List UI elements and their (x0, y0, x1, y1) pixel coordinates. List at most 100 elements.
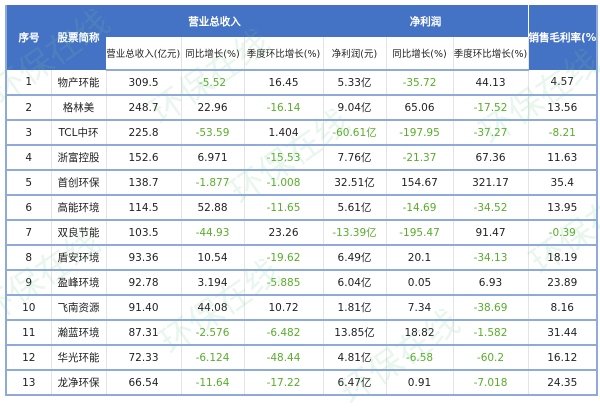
cell-profit-qoq: -34.52 (453, 195, 529, 221)
table-row: 2 格林美 248.7 22.96 -16.14 9.04亿 65.06 -17.52 13.5… (6, 95, 598, 121)
financial-table: 序号 股票简称 营业总收入 净利润 销售毛利率(%) 营业总收入(亿元) 同比增… (5, 5, 598, 396)
cell-stock-name: 瀚蓝环境 (51, 320, 107, 346)
cell-profit-yoy: -21.37 (386, 145, 454, 171)
cell-rev-yoy: 52.88 (181, 195, 245, 221)
cell-rev-yoy: -1.877 (181, 170, 245, 196)
cell-rev-qoq: 1.404 (244, 120, 324, 146)
cell-profit-yoy: -14.69 (386, 195, 454, 221)
table-row: 9 盈峰环境 92.78 3.194 -5.885 6.04亿 0.05 6.93 23.89 (6, 270, 598, 296)
cell-profit-yoy: 154.67 (386, 170, 454, 196)
cell-gross-margin: 13.56 (528, 95, 598, 121)
cell-rev-qoq: -15.53 (244, 145, 324, 171)
cell-rev-qoq: 10.72 (244, 295, 324, 321)
cell-profit-qoq: 44.13 (453, 70, 529, 96)
cell-gross-margin: 11.63 (528, 145, 598, 171)
cell-profit-qoq: -60.2 (453, 345, 529, 371)
cell-rev-qoq: -17.22 (244, 370, 324, 396)
header-name: 股票简称 (51, 5, 106, 70)
cell-seq: 6 (6, 195, 52, 221)
cell-net-profit: 7.76亿 (323, 145, 387, 171)
header-profit-qoq: 季度环比增长(%) (453, 37, 529, 71)
cell-profit-yoy: 0.91 (386, 370, 454, 396)
cell-revenue: 72.33 (106, 345, 182, 371)
cell-stock-name: 格林美 (51, 95, 107, 121)
cell-stock-name: 高能环境 (51, 195, 107, 221)
cell-revenue: 87.31 (106, 320, 182, 346)
cell-profit-yoy: -195.47 (386, 220, 454, 246)
cell-net-profit: 9.04亿 (323, 95, 387, 121)
header-rev-qoq: 季度环比增长(%) (244, 37, 324, 71)
cell-rev-qoq: -16.14 (244, 95, 324, 121)
table-row: 7 双良节能 103.5 -44.93 23.26 -13.39亿 -195.47 91.47… (6, 220, 598, 246)
cell-net-profit: 5.61亿 (323, 195, 387, 221)
cell-net-profit: 13.85亿 (323, 320, 387, 346)
cell-rev-yoy: -44.93 (181, 220, 245, 246)
table-row: 4 浙富控股 152.6 6.971 -15.53 7.76亿 -21.37 67.36 11.… (6, 145, 598, 171)
cell-gross-margin: 8.16 (528, 295, 598, 321)
table-row: 11 瀚蓝环境 87.31 -2.576 -6.482 13.85亿 18.82 -1.582… (6, 320, 598, 346)
header-revenue: 营业总收入(亿元) (106, 37, 182, 71)
cell-profit-yoy: 65.06 (386, 95, 454, 121)
cell-net-profit: -60.61亿 (323, 120, 387, 146)
cell-stock-name: 盾安环境 (51, 245, 107, 271)
cell-stock-name: 飞南资源 (51, 295, 107, 321)
table-row: 1 物产环能 309.5 -5.52 16.45 5.33亿 -35.72 44.13 4.57 (6, 70, 598, 96)
cell-profit-yoy: 0.05 (386, 270, 454, 296)
cell-seq: 7 (6, 220, 52, 246)
cell-seq: 12 (6, 345, 52, 371)
header-seq: 序号 (6, 5, 51, 70)
cell-gross-margin: 18.19 (528, 245, 598, 271)
cell-rev-qoq: -1.008 (244, 170, 324, 196)
cell-rev-qoq: -11.65 (244, 195, 324, 221)
cell-seq: 10 (6, 295, 52, 321)
cell-profit-qoq: -7.018 (453, 370, 529, 396)
cell-profit-yoy: 20.1 (386, 245, 454, 271)
cell-profit-qoq: -37.27 (453, 120, 529, 146)
cell-seq: 1 (6, 70, 52, 96)
cell-revenue: 152.6 (106, 145, 182, 171)
cell-gross-margin: 4.57 (528, 70, 598, 96)
table-row: 6 高能环境 114.5 52.88 -11.65 5.61亿 -14.69 -34.52 13… (6, 195, 598, 221)
cell-stock-name: 物产环能 (51, 70, 107, 96)
header-profit-yoy: 同比增长(%) (386, 37, 454, 71)
cell-profit-qoq: -1.582 (453, 320, 529, 346)
cell-gross-margin: 16.12 (528, 345, 598, 371)
cell-stock-name: 华光环能 (51, 345, 107, 371)
cell-gross-margin: 23.89 (528, 270, 598, 296)
cell-rev-yoy: 6.971 (181, 145, 245, 171)
cell-gross-margin: 35.4 (528, 170, 598, 196)
header-gross-margin: 销售毛利率(%) (528, 5, 597, 70)
cell-net-profit: 1.81亿 (323, 295, 387, 321)
cell-rev-yoy: -2.576 (181, 320, 245, 346)
cell-profit-qoq: -17.52 (453, 95, 529, 121)
cell-rev-yoy: -5.52 (181, 70, 245, 96)
cell-gross-margin: 24.35 (528, 370, 598, 396)
cell-profit-qoq: 6.93 (453, 270, 529, 296)
cell-seq: 2 (6, 95, 52, 121)
cell-profit-qoq: 67.36 (453, 145, 529, 171)
table-row: 12 华光环能 72.33 -6.124 -48.44 4.81亿 -6.58 -60.2 16… (6, 345, 598, 371)
cell-revenue: 225.8 (106, 120, 182, 146)
table-row: 13 龙净环保 66.54 -11.64 -17.22 6.47亿 0.91 -7.018 24… (6, 370, 598, 396)
cell-rev-yoy: 22.96 (181, 95, 245, 121)
table-row: 3 TCL中环 225.8 -53.59 1.404 -60.61亿 -197.95 -37.… (6, 120, 598, 146)
table-row: 5 首创环保 138.7 -1.877 -1.008 32.51亿 154.67 321.17… (6, 170, 598, 196)
cell-seq: 8 (6, 245, 52, 271)
cell-stock-name: 双良节能 (51, 220, 107, 246)
header-revenue-group: 营业总收入 (106, 5, 323, 37)
cell-profit-yoy: -6.58 (386, 345, 454, 371)
cell-rev-qoq: -48.44 (244, 345, 324, 371)
cell-seq: 5 (6, 170, 52, 196)
cell-rev-qoq: 23.26 (244, 220, 324, 246)
cell-revenue: 103.5 (106, 220, 182, 246)
cell-gross-margin: -8.21 (528, 120, 598, 146)
cell-revenue: 138.7 (106, 170, 182, 196)
cell-gross-margin: 31.44 (528, 320, 598, 346)
cell-stock-name: 浙富控股 (51, 145, 107, 171)
cell-seq: 4 (6, 145, 52, 171)
cell-profit-yoy: -35.72 (386, 70, 454, 96)
cell-profit-qoq: -38.69 (453, 295, 529, 321)
cell-net-profit: 5.33亿 (323, 70, 387, 96)
cell-rev-yoy: -6.124 (181, 345, 245, 371)
cell-revenue: 92.78 (106, 270, 182, 296)
